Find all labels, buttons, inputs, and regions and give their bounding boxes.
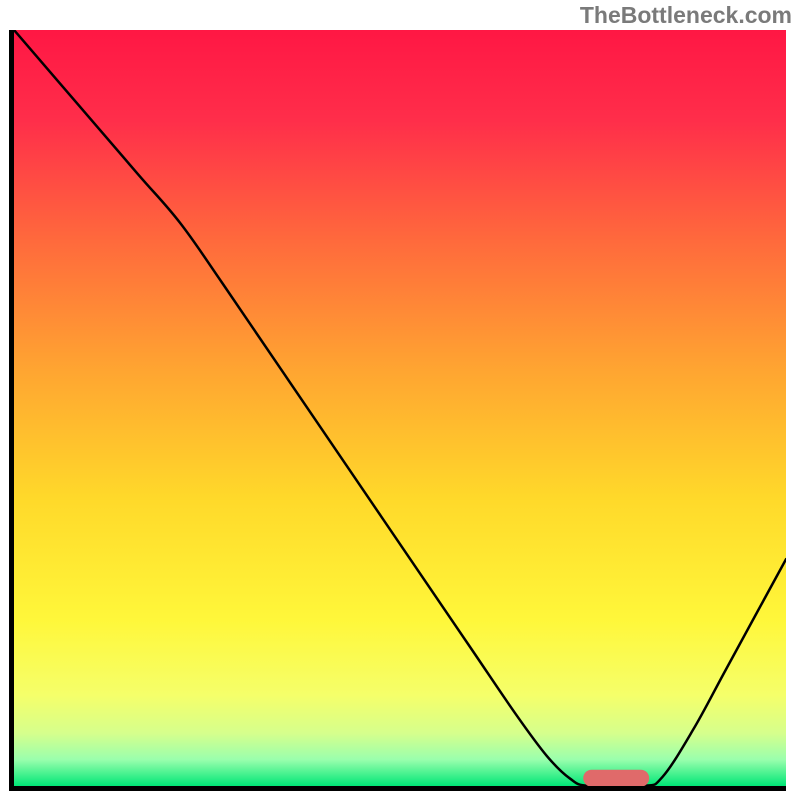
bottleneck-curve	[14, 30, 786, 786]
watermark-text: TheBottleneck.com	[580, 2, 792, 29]
x-axis	[9, 786, 786, 791]
curve-layer	[14, 30, 786, 786]
bottleneck-chart: TheBottleneck.com	[0, 0, 800, 800]
plot-area	[14, 30, 786, 786]
optimal-marker	[583, 770, 649, 786]
y-axis	[9, 30, 14, 791]
